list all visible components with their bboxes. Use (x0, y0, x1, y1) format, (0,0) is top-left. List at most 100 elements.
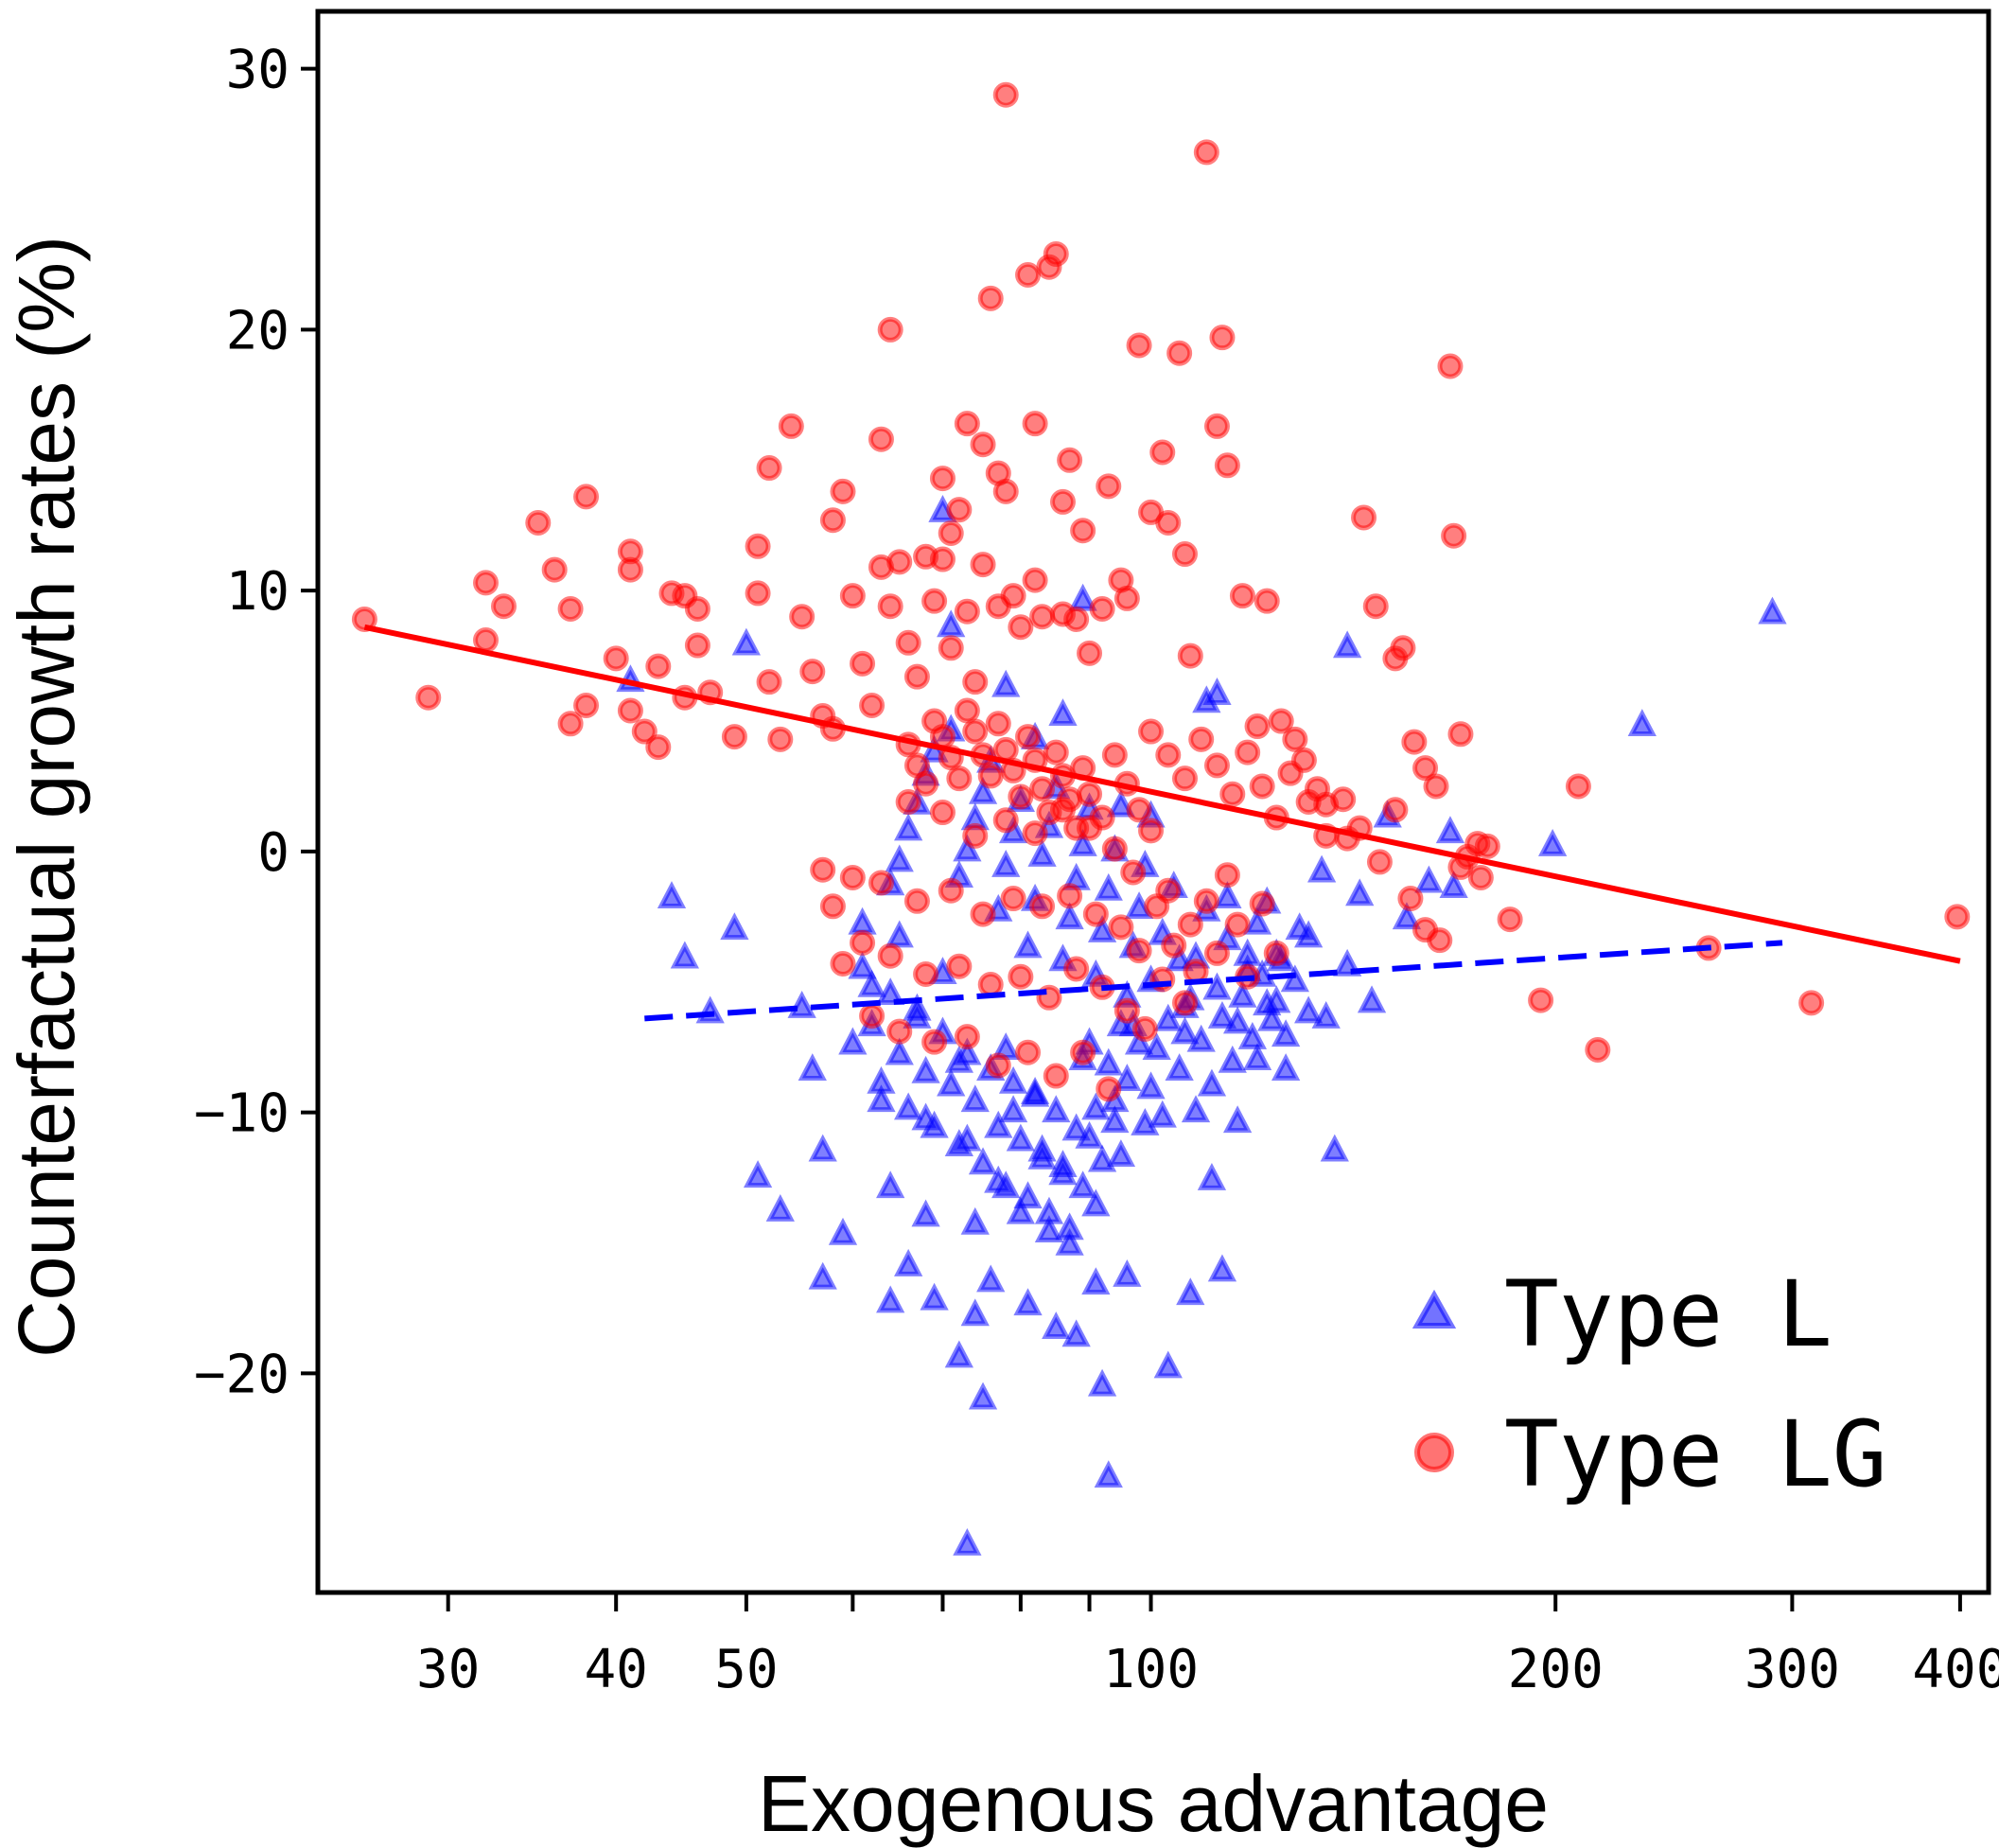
type-l-point-154 (885, 1037, 914, 1065)
type-lg-point-137 (946, 953, 973, 979)
type-lg-point-68 (1022, 411, 1048, 437)
type-lg-point-173 (1193, 888, 1219, 914)
type-l-point-14 (848, 906, 877, 935)
type-l-point-96 (1758, 596, 1787, 625)
type-lg-point-8 (557, 711, 584, 737)
type-lg-point-144 (1000, 886, 1026, 912)
type-l-point-164 (968, 1147, 998, 1175)
type-l-point-153 (876, 977, 905, 1006)
type-lg-point-40 (868, 426, 894, 452)
type-lg-point-146 (1015, 1039, 1042, 1065)
type-lg-point-32 (799, 659, 826, 685)
type-lg-point-175 (1214, 862, 1240, 889)
type-l-point-166 (984, 1110, 1013, 1138)
type-l-point-176 (1055, 1212, 1084, 1241)
type-l-point-33 (968, 1382, 998, 1410)
type-l-point-184 (1106, 1009, 1136, 1037)
type-l-point-188 (1153, 1003, 1183, 1031)
type-lg-point-133 (913, 960, 939, 987)
type-l-point-4 (695, 995, 725, 1024)
type-l-point-24 (920, 1282, 949, 1311)
type-l-point-9 (798, 1053, 827, 1082)
type-lg-point-56 (962, 669, 989, 695)
type-l-point-16 (867, 1084, 896, 1113)
type-lg-point-129 (877, 942, 903, 969)
type-lg-point-212 (1188, 726, 1215, 752)
type-lg-point-152 (1057, 883, 1083, 909)
y-tick-label-3: 0 (257, 822, 289, 884)
type-l-point-29 (944, 1340, 973, 1368)
legend: Type L Type LG (1412, 1261, 1887, 1507)
type-lg-point-138 (954, 1024, 980, 1050)
type-l-point-110 (991, 850, 1021, 877)
type-lg-point-21 (684, 595, 710, 622)
type-lg-point-171 (1177, 911, 1203, 938)
legend-marker-type-lg (1414, 1433, 1454, 1472)
x-axis-ticks (446, 1593, 1962, 1611)
type-lg-point-27 (756, 455, 782, 482)
type-lg-point-63 (992, 81, 1019, 108)
type-lg-point-111 (1447, 721, 1474, 748)
type-lg-point-154 (1070, 1039, 1096, 1065)
type-l-point-86 (1333, 630, 1362, 659)
type-l-point-152 (867, 1065, 896, 1094)
type-lg-point-34 (819, 507, 846, 534)
type-lg-point-197 (1029, 776, 1056, 802)
type-lg-point-225 (1397, 886, 1424, 912)
type-l-point-187 (1136, 1071, 1166, 1100)
type-l-point-5 (720, 912, 749, 941)
type-lg-point-215 (1235, 739, 1261, 766)
type-l-point-115 (1027, 839, 1057, 867)
type-lg-point-28 (756, 669, 782, 695)
type-l-point-91 (1414, 865, 1444, 893)
type-l-point-113 (1013, 930, 1043, 959)
type-lg-point-1 (415, 684, 442, 711)
type-l-point-171 (1020, 1079, 1050, 1107)
type-l-point-34 (953, 1527, 982, 1556)
type-lg-point-122 (810, 856, 836, 883)
type-lg-point-110 (1441, 522, 1467, 549)
type-lg-point-105 (1390, 635, 1416, 661)
type-l-point-173 (1034, 1196, 1064, 1224)
type-l-point-85 (1320, 1134, 1349, 1162)
type-l-point-73 (1202, 678, 1232, 705)
type-lg-point-190 (977, 763, 1004, 789)
type-l-point-172 (1027, 1141, 1057, 1170)
type-lg-point-17 (645, 734, 672, 761)
type-l-point-47 (1048, 698, 1078, 727)
type-l-point-2 (657, 881, 687, 909)
type-lg-point-91 (1209, 325, 1236, 351)
type-lg-point-182 (913, 770, 939, 797)
y-axis-ticks (301, 66, 318, 1376)
y-axis-title: Counterfactual growth rates (%) (2, 236, 91, 1358)
type-l-point-40 (1006, 1196, 1035, 1224)
type-l-point-88 (1357, 985, 1387, 1013)
type-lg-point-109 (1437, 353, 1464, 379)
type-lg-point-77 (1077, 640, 1103, 666)
type-lg-point-158 (1096, 1076, 1122, 1102)
type-l-point-45 (1034, 1215, 1064, 1242)
type-lg-point-211 (1171, 766, 1198, 792)
type-lg-point-103 (1362, 593, 1389, 620)
type-l-point-178 (1068, 1170, 1097, 1199)
type-lg-point-191 (985, 711, 1011, 737)
type-l-point-155 (894, 1092, 923, 1120)
type-lg-point-59 (977, 285, 1004, 311)
type-l-point-124 (1087, 914, 1117, 942)
type-lg-point-90 (1203, 413, 1230, 439)
type-lg-point-22 (684, 632, 710, 659)
type-lg-point-130 (886, 1018, 913, 1045)
type-l-point-161 (944, 1129, 973, 1156)
type-lg-point-186 (946, 766, 973, 792)
legend-label-type-l: Type L (1504, 1261, 1832, 1367)
type-lg-point-218 (1277, 760, 1304, 786)
type-lg-point-195 (1015, 724, 1042, 750)
type-lg-point-223 (1366, 849, 1393, 875)
type-l-point-169 (1006, 1123, 1035, 1152)
type-l-point-180 (1081, 1092, 1111, 1120)
type-lg-point-156 (1082, 901, 1109, 927)
type-lg-point-159 (1101, 836, 1128, 862)
type-lg-point-227 (1427, 927, 1453, 954)
type-lg-point-206 (1101, 742, 1128, 768)
type-lg-point-71 (1043, 240, 1069, 267)
